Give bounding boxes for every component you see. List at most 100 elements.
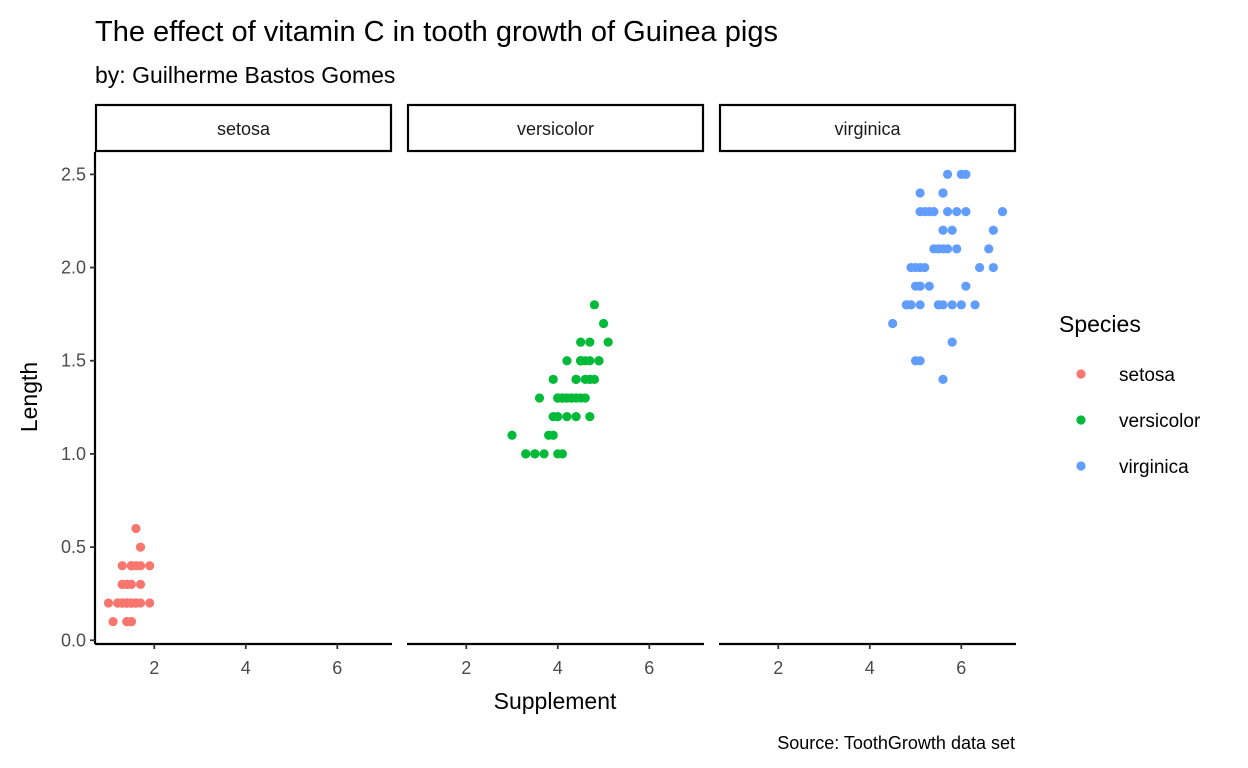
facet-panel-versicolor: versicolor 2 4 6 (406, 103, 705, 678)
data-point-virginica (961, 207, 971, 217)
data-point-virginica (942, 207, 953, 217)
facet-panel-setosa: setosa 2 4 6 0.0 0.5 1.0 1.5 2.0 2.5 (61, 103, 393, 678)
data-point-virginica (984, 244, 994, 254)
data-point-setosa (131, 523, 141, 534)
data-point-versicolor (571, 412, 581, 422)
chart-subtitle: by: Guilherme Bastos Gomes (95, 62, 395, 88)
data-point-setosa (122, 598, 132, 608)
data-point-virginica (952, 207, 962, 217)
y-axis-title: Length (16, 362, 42, 432)
facet-strip-label: virginica (834, 119, 901, 139)
data-point-virginica (920, 262, 930, 273)
data-point-virginica (920, 207, 930, 217)
data-point-virginica (910, 281, 921, 291)
x-tick-label: 4 (553, 658, 563, 678)
data-point-virginica (961, 281, 971, 291)
data-point-versicolor (557, 449, 567, 459)
data-point-virginica (975, 262, 985, 273)
x-tick-label: 6 (644, 658, 654, 678)
x-tick-label: 6 (332, 658, 342, 678)
data-point-versicolor (580, 374, 590, 384)
data-point-virginica (915, 356, 925, 366)
data-point-versicolor (562, 412, 572, 422)
legend-title: Species (1059, 311, 1141, 337)
data-point-virginica (938, 374, 948, 384)
data-point-versicolor (557, 393, 567, 403)
data-point-versicolor (589, 374, 599, 384)
data-point-virginica (929, 207, 939, 217)
data-point-setosa (135, 579, 146, 589)
data-point-virginica (947, 225, 957, 235)
data-point-virginica (888, 318, 898, 329)
data-point-virginica (988, 262, 998, 273)
data-point-versicolor (534, 393, 545, 403)
data-point-versicolor (603, 337, 613, 347)
data-point-versicolor (548, 374, 558, 384)
data-point-versicolor (553, 412, 563, 422)
data-point-virginica (929, 244, 939, 254)
data-point-virginica (933, 300, 944, 310)
facet-strip-setosa (94, 103, 393, 153)
data-point-setosa (126, 561, 136, 571)
legend-key-virginica (1076, 461, 1086, 471)
legend-key-setosa (1076, 369, 1086, 379)
data-point-setosa (145, 598, 155, 608)
data-point-virginica (915, 188, 925, 198)
data-point-versicolor (539, 449, 549, 459)
data-point-versicolor (521, 449, 531, 459)
facet-panels: setosa 2 4 6 0.0 0.5 1.0 1.5 2.0 2.5 versicolor 2 4 6… (61, 103, 1017, 678)
data-point-versicolor (562, 356, 572, 366)
x-axis-title: Supplement (494, 688, 617, 714)
data-point-virginica (952, 244, 962, 254)
x-tick-label: 4 (241, 658, 251, 678)
x-tick-label: 2 (773, 658, 783, 678)
data-point-versicolor (585, 412, 595, 422)
data-point-versicolor (576, 356, 586, 366)
y-tick-label: 1.5 (61, 351, 86, 371)
y-tick-label: 0.0 (61, 630, 86, 650)
facet-strip-label: setosa (217, 119, 271, 139)
facet-strip-label: versicolor (517, 119, 594, 139)
data-point-versicolor (544, 430, 554, 440)
x-tick-label: 2 (149, 658, 159, 678)
data-point-virginica (947, 300, 957, 310)
legend-key-versicolor (1076, 415, 1086, 425)
legend: Species setosa versicolor virginica (1059, 311, 1201, 478)
data-point-virginica (938, 244, 948, 254)
legend-label: virginica (1119, 457, 1189, 478)
data-point-virginica (906, 262, 916, 273)
data-point-setosa (135, 542, 146, 552)
data-point-setosa (117, 561, 127, 571)
data-point-versicolor (598, 318, 609, 329)
data-point-virginica (970, 300, 980, 310)
facet-strip-versicolor (406, 103, 705, 153)
data-point-virginica (942, 169, 953, 179)
data-point-setosa (108, 617, 118, 627)
data-point-virginica (988, 225, 998, 235)
chart-caption: Source: ToothGrowth data set (777, 733, 1015, 753)
data-point-setosa (103, 598, 114, 608)
legend-item-virginica: virginica (1076, 457, 1189, 478)
data-point-virginica (938, 225, 948, 235)
chart-title: The effect of vitamin C in tooth growth … (95, 16, 778, 48)
data-point-versicolor (585, 356, 595, 366)
data-point-virginica (915, 300, 925, 310)
legend-label: setosa (1119, 365, 1175, 386)
facet-panel-virginica: virginica 2 4 6 (718, 103, 1017, 678)
legend-label: versicolor (1119, 411, 1201, 432)
facet-strip-virginica (718, 103, 1017, 153)
y-tick-label: 2.5 (61, 164, 86, 184)
data-point-virginica (924, 281, 934, 291)
x-tick-label: 4 (865, 658, 875, 678)
data-point-virginica (901, 300, 911, 310)
data-point-versicolor (507, 430, 517, 440)
legend-item-setosa: setosa (1076, 365, 1175, 386)
data-point-versicolor (576, 337, 586, 347)
data-point-setosa (122, 617, 132, 627)
data-point-versicolor (571, 374, 581, 384)
x-tick-label: 6 (956, 658, 966, 678)
x-tick-label: 2 (461, 658, 471, 678)
data-point-versicolor (530, 449, 540, 459)
data-point-virginica (938, 188, 948, 198)
legend-item-versicolor: versicolor (1076, 411, 1201, 432)
